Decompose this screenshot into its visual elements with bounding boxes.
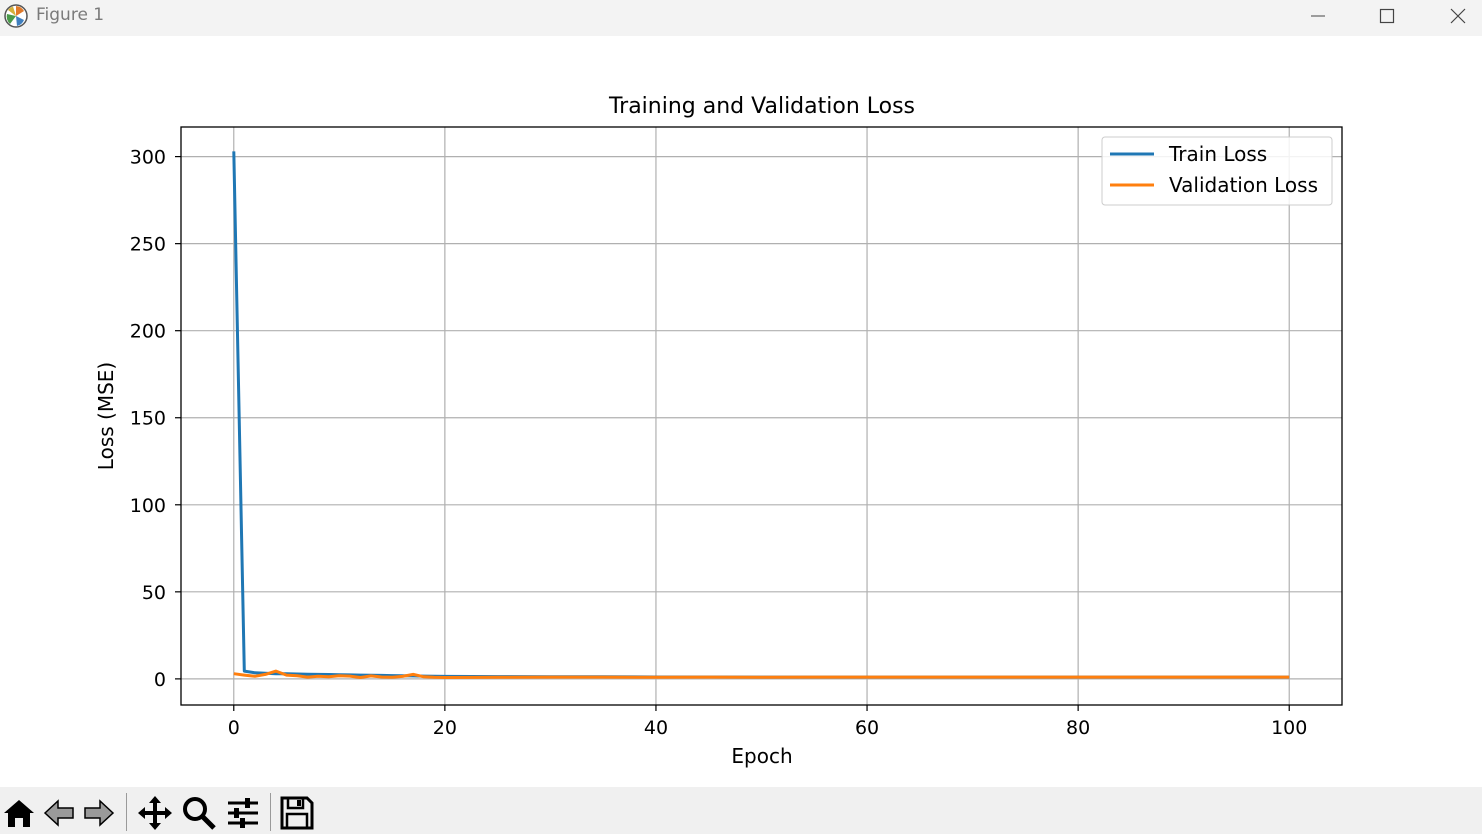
- y-axis-label: Loss (MSE): [94, 362, 118, 470]
- y-tick-label: 100: [130, 495, 166, 517]
- maximize-button[interactable]: [1353, 0, 1421, 32]
- configure-subplots-button[interactable]: [224, 793, 262, 833]
- home-icon: [4, 800, 34, 827]
- toolbar-separator: [126, 793, 127, 831]
- y-tick-label: 0: [154, 669, 166, 691]
- legend-train-label: Train Loss: [1168, 142, 1267, 166]
- series-line-validation-loss: [233, 669, 1290, 679]
- save-button[interactable]: [278, 793, 316, 833]
- legend-frame: [1101, 136, 1333, 206]
- chart-title: Training and Validation Loss: [608, 94, 915, 119]
- x-tick-label: 100: [1271, 717, 1307, 739]
- forward-arrow-icon: [84, 799, 115, 827]
- save-icon: [280, 796, 314, 830]
- series-line-train-loss: [232, 151, 1290, 679]
- x-axis-label: Epoch: [731, 744, 792, 768]
- pan-button[interactable]: [136, 793, 174, 833]
- maximize-icon: [1379, 8, 1395, 24]
- toolbar-separator: [270, 793, 271, 831]
- matplotlib-icon: [4, 4, 28, 28]
- figure-canvas[interactable]: 0 20 40 60 80 100 0 50 100 150 200 250 300 Training …: [0, 36, 1482, 787]
- legend-validation-label: Validation Loss: [1169, 173, 1318, 197]
- x-tick-label: 20: [433, 717, 457, 739]
- pan-icon: [138, 796, 172, 830]
- navigation-toolbar: [0, 787, 1482, 834]
- grid: [181, 127, 1342, 705]
- y-tick-label: 250: [130, 234, 166, 256]
- close-icon: [1450, 8, 1466, 24]
- window-title: Figure 1: [36, 5, 105, 25]
- x-tick-label: 40: [644, 717, 668, 739]
- minimize-icon: [1311, 15, 1325, 17]
- close-button[interactable]: [1424, 0, 1482, 32]
- y-tick-label: 300: [130, 147, 166, 169]
- zoom-icon: [183, 797, 216, 830]
- back-arrow-icon: [43, 799, 74, 827]
- line-chart: 0 20 40 60 80 100 0 50 100 150 200 250 300 Training …: [94, 94, 1343, 768]
- window-titlebar: Figure 1: [0, 0, 1482, 36]
- configure-subplots-icon: [228, 798, 258, 828]
- minimize-button[interactable]: [1284, 0, 1352, 32]
- y-tick-label: 200: [130, 321, 166, 343]
- plot-lines: [232, 151, 1290, 679]
- zoom-button[interactable]: [180, 793, 218, 833]
- forward-button[interactable]: [80, 793, 118, 833]
- x-tick-label: 80: [1066, 717, 1090, 739]
- plot-frame: [180, 126, 1343, 706]
- y-tick-label: 150: [130, 408, 166, 430]
- home-button[interactable]: [0, 793, 38, 833]
- x-tick-label: 60: [855, 717, 879, 739]
- y-tick-label: 50: [142, 582, 166, 604]
- legend: Train Loss Validation Loss: [1101, 136, 1333, 206]
- axis-ticks: 0 20 40 60 80 100 0 50 100 150 200 250 300: [130, 147, 1308, 739]
- back-button[interactable]: [40, 793, 78, 833]
- x-tick-label: 0: [228, 717, 240, 739]
